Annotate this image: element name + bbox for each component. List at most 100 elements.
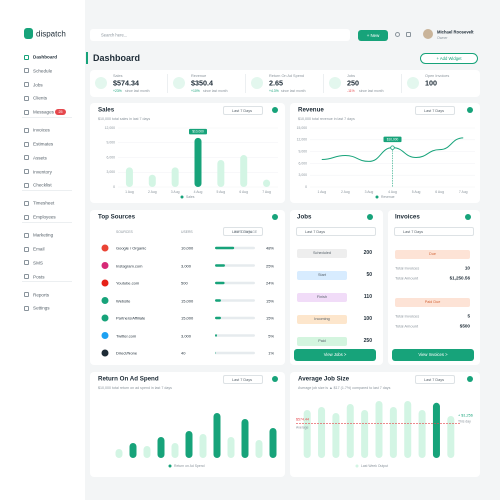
menu-item: Estimates	[33, 141, 54, 147]
period-dropdown[interactable]: Last 7 Days	[223, 374, 263, 384]
y-tick-label: 15,000	[297, 126, 307, 130]
point	[390, 145, 395, 150]
progress-bar	[215, 246, 235, 250]
today-change: + $1,256	[458, 414, 473, 418]
source-users: 10,000	[181, 245, 194, 251]
y-tick-label: 12,000	[297, 138, 307, 142]
progress-track	[215, 281, 255, 285]
source-percent: 25%	[265, 263, 274, 268]
period-dropdown[interactable]: Last 7 Days	[223, 105, 263, 115]
close-button[interactable]	[272, 214, 278, 220]
column-header: SOURCES	[116, 230, 133, 234]
x-tick-label: 3 Aug	[171, 190, 180, 194]
close-button[interactable]	[465, 214, 471, 220]
new-button[interactable]: + New	[358, 29, 388, 41]
panel	[90, 103, 285, 203]
view-button[interactable]: View Invoices >	[392, 349, 474, 361]
divider	[323, 74, 324, 93]
view-button[interactable]: View Jobs >	[294, 349, 376, 361]
menu-item: Messages	[33, 109, 54, 115]
y-tick-label: 9,000	[299, 149, 308, 153]
panel-title: Return On Ad Spend	[98, 375, 159, 383]
title-accent	[86, 52, 88, 64]
invoice-value: $1,250.56	[449, 275, 470, 281]
y-tick-label: 9,000	[107, 141, 116, 145]
menu-icon	[24, 274, 29, 280]
period-dropdown[interactable]: Last 7 Days	[415, 105, 455, 115]
bar	[389, 407, 397, 458]
divider	[167, 74, 168, 93]
y-tick-label: 6,000	[299, 161, 308, 165]
kpi-change: +10%	[191, 88, 200, 93]
x-tick-label: 2 Aug	[148, 190, 157, 194]
progress-bar	[215, 299, 221, 302]
x-tick-label: 4 Aug	[194, 190, 203, 194]
column-header: PERCENTAGE	[234, 230, 258, 234]
invoice-value: $500	[459, 323, 470, 329]
job-count: 50	[366, 272, 372, 278]
menu-icon	[24, 305, 29, 311]
bar	[404, 401, 412, 458]
period-dropdown[interactable]: Last 7 Days	[223, 227, 263, 236]
panel-subtitle: $10,000 total revenue in last 7 days	[298, 116, 355, 121]
kpi-label: Revenue	[191, 74, 207, 78]
divider	[22, 190, 72, 192]
add-widget[interactable]: + Add Widget	[420, 53, 478, 64]
legend-label: Sales	[186, 195, 195, 199]
close-button[interactable]	[272, 107, 278, 113]
source-percent: 5%	[268, 333, 274, 338]
bar	[361, 410, 369, 458]
menu-item: Schedule	[33, 68, 53, 74]
bar	[185, 431, 193, 458]
x-tick-label: 3 Aug	[365, 190, 374, 194]
icon[interactable]	[395, 32, 400, 37]
source-percent: 24%	[265, 280, 274, 286]
menu-item: Checklist	[33, 182, 52, 188]
source-icon	[101, 279, 109, 287]
period-dropdown[interactable]: Last 7 Days	[394, 227, 474, 236]
period-dropdown[interactable]: Last 7 Days	[415, 374, 455, 384]
divider	[22, 281, 72, 283]
bar	[143, 446, 151, 458]
menu-item: SMS	[33, 260, 43, 266]
source-users: 3,000	[181, 333, 192, 338]
source-users: 3,000	[181, 263, 192, 268]
menu-item: Settings	[33, 305, 50, 311]
close-button[interactable]	[367, 214, 373, 220]
kpi-value: $350.4	[191, 78, 213, 88]
value-tag	[383, 136, 402, 143]
icon[interactable]	[406, 32, 411, 37]
menu-icon	[24, 200, 29, 206]
bar	[213, 413, 221, 458]
menu-icon	[24, 292, 29, 298]
menu-item: Clients	[33, 95, 48, 101]
badge: 25	[55, 109, 66, 116]
progress-track	[215, 334, 255, 337]
panel-title: Jobs	[297, 213, 312, 221]
kpi-value: 2.65	[269, 78, 283, 88]
y-tick-label: 3,000	[107, 170, 116, 174]
divider	[22, 222, 72, 223]
source-icon	[101, 244, 109, 252]
kpi-icon	[329, 77, 341, 89]
menu-icon	[24, 232, 29, 238]
menu-item: Posts	[33, 274, 45, 280]
close-button[interactable]	[272, 376, 278, 382]
bar	[157, 437, 165, 458]
period-dropdown[interactable]: Last 7 Days	[296, 227, 376, 236]
menu-item: Dashboard	[33, 54, 57, 60]
kpi-note: since last month	[281, 88, 306, 93]
progress-bar	[215, 281, 225, 285]
today-caption: This day	[458, 419, 471, 423]
close-button[interactable]	[467, 376, 473, 382]
bar	[332, 413, 340, 458]
status-pill: Due	[395, 249, 470, 259]
menu-icon	[24, 109, 29, 115]
bar	[171, 167, 179, 187]
panel	[290, 103, 480, 203]
source-icon	[101, 262, 109, 269]
close-button[interactable]	[467, 107, 473, 113]
status-pill: Paid Due	[395, 297, 470, 307]
menu-icon	[24, 127, 29, 133]
y-tick-label: 12,000	[105, 126, 115, 130]
